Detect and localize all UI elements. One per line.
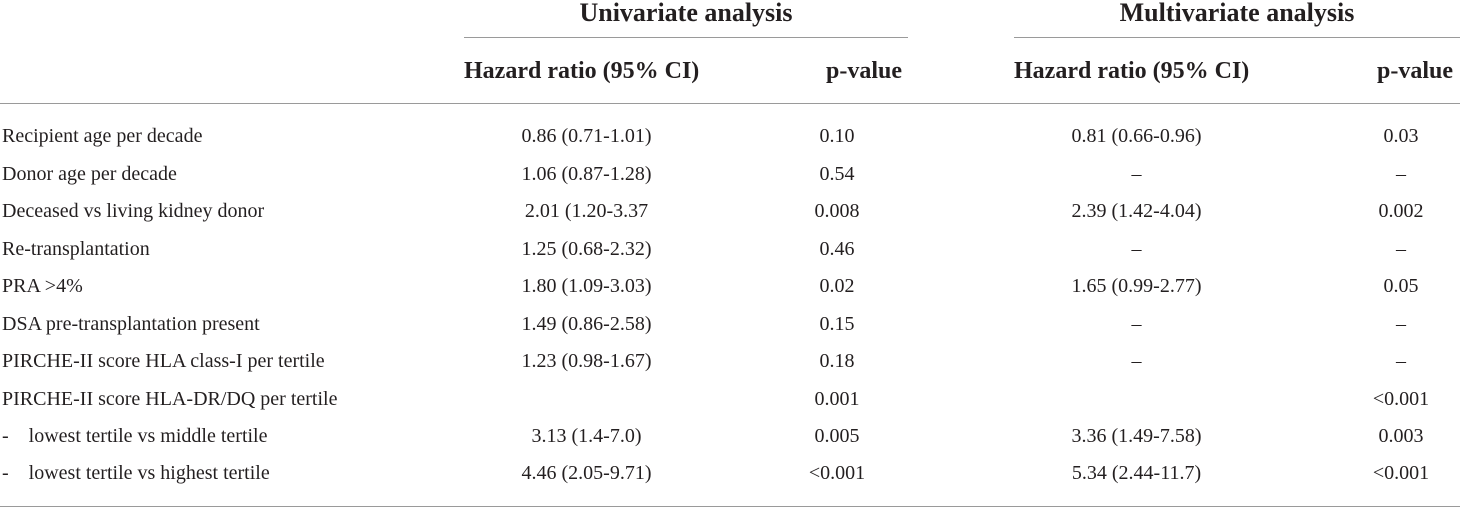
univariate-p-cell: 0.10 <box>819 125 855 147</box>
table-row: Re-transplantation 1.25 (0.68-2.32) 0.46… <box>0 230 1460 268</box>
multivariate-p-cell: 0.05 <box>1383 275 1419 297</box>
univariate-hr-cell: 1.49 (0.86-2.58) <box>521 313 652 335</box>
multivariate-p-cell: 0.002 <box>1378 200 1424 222</box>
univariate-hr-cell: 1.80 (1.09-3.03) <box>521 275 652 297</box>
table-row: Deceased vs living kidney donor 2.01 (1.… <box>0 192 1460 230</box>
multivariate-hr-cell: 3.36 (1.49-7.58) <box>1071 425 1202 447</box>
univariate-p-cell: 0.46 <box>819 238 855 260</box>
multivariate-hr-cell: 1.65 (0.99-2.77) <box>1071 275 1202 297</box>
row-label: PIRCHE-II score HLA class-I per tertile <box>2 350 325 372</box>
univariate-hr-cell: 2.01 (1.20-3.37 <box>524 200 649 222</box>
univariate-p-cell: 0.008 <box>814 200 860 222</box>
table-row: Donor age per decade 1.06 (0.87-1.28) 0.… <box>0 155 1460 193</box>
table-row: DSA pre-transplantation present 1.49 (0.… <box>0 305 1460 343</box>
row-label: Donor age per decade <box>2 163 177 185</box>
multivariate-p-header: p-value <box>1377 58 1454 84</box>
multivariate-p-cell: 0.003 <box>1378 425 1424 447</box>
multivariate-hr-cell: 5.34 (2.44-11.7) <box>1071 462 1202 484</box>
univariate-hr-cell: 1.06 (0.87-1.28) <box>521 163 652 185</box>
footer-rule <box>0 506 1460 507</box>
row-label: DSA pre-transplantation present <box>2 313 260 335</box>
multivariate-p-cell: – <box>1396 238 1406 260</box>
univariate-p-cell: 0.18 <box>819 350 855 372</box>
multivariate-p-cell: <0.001 <box>1372 388 1430 410</box>
row-label: Re-transplantation <box>2 238 150 260</box>
multivariate-p-cell: 0.03 <box>1383 125 1419 147</box>
multivariate-p-cell: – <box>1396 313 1406 335</box>
univariate-hr-cell: 1.23 (0.98-1.67) <box>521 350 652 372</box>
univariate-group-header: Univariate analysis <box>579 0 793 27</box>
table-row: PRA >4% 1.80 (1.09-3.03) 0.02 1.65 (0.99… <box>0 267 1460 305</box>
multivariate-hr-header: Hazard ratio (95% CI) <box>1014 58 1250 84</box>
univariate-p-cell: 0.54 <box>819 163 855 185</box>
multivariate-hr-cell: – <box>1131 238 1142 260</box>
univariate-p-cell: 0.15 <box>819 313 855 335</box>
univariate-p-cell: 0.005 <box>814 425 860 447</box>
row-label: Recipient age per decade <box>2 125 203 147</box>
univariate-hr-header: Hazard ratio (95% CI) <box>464 58 700 84</box>
row-label: - lowest tertile vs middle tertile <box>2 425 268 447</box>
univariate-p-header: p-value <box>826 58 903 84</box>
univariate-p-cell: 0.02 <box>819 275 855 297</box>
univariate-hr-cell: 1.25 (0.68-2.32) <box>521 238 652 260</box>
header-rule <box>0 103 1460 104</box>
multivariate-group-header: Multivariate analysis <box>1119 0 1355 27</box>
univariate-hr-cell: 0.86 (0.71-1.01) <box>521 125 652 147</box>
univariate-p-cell: 0.001 <box>814 388 860 410</box>
multivariate-p-cell: – <box>1396 163 1406 185</box>
multivariate-hr-cell: 2.39 (1.42-4.04) <box>1071 200 1202 222</box>
multivariate-p-cell: <0.001 <box>1372 462 1430 484</box>
row-label: Deceased vs living kidney donor <box>2 200 265 222</box>
table-row: PIRCHE-II score HLA class-I per tertile … <box>0 342 1460 380</box>
table-row: PIRCHE-II score HLA-DR/DQ per tertile 0.… <box>0 380 1460 418</box>
multivariate-group-underline <box>1014 37 1460 38</box>
table-row: Recipient age per decade 0.86 (0.71-1.01… <box>0 117 1460 155</box>
table-row: - lowest tertile vs highest tertile 4.46… <box>0 454 1460 492</box>
univariate-hr-cell: 4.46 (2.05-9.71) <box>521 462 652 484</box>
table-row: - lowest tertile vs middle tertile 3.13 … <box>0 417 1460 455</box>
row-label: - lowest tertile vs highest tertile <box>2 462 270 484</box>
univariate-hr-cell: 3.13 (1.4-7.0) <box>531 425 642 447</box>
multivariate-hr-cell: – <box>1131 350 1142 372</box>
multivariate-hr-cell: 0.81 (0.66-0.96) <box>1071 125 1202 147</box>
multivariate-hr-cell: – <box>1131 313 1142 335</box>
multivariate-hr-cell: – <box>1131 163 1142 185</box>
multivariate-p-cell: – <box>1396 350 1406 372</box>
univariate-p-cell: <0.001 <box>808 462 866 484</box>
univariate-group-underline <box>464 37 908 38</box>
row-label: PRA >4% <box>2 275 83 297</box>
row-label: PIRCHE-II score HLA-DR/DQ per tertile <box>2 388 338 410</box>
